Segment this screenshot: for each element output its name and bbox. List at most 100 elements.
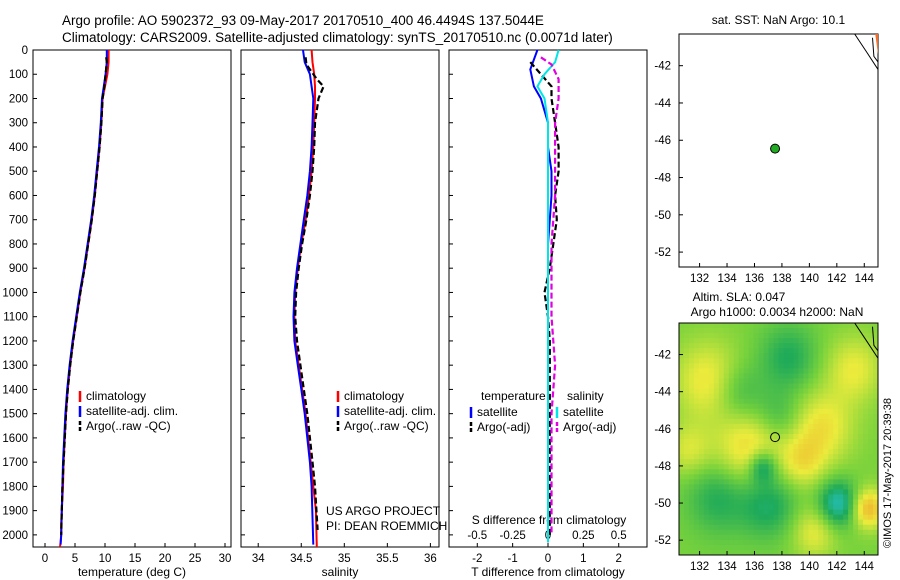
sla-cell	[803, 358, 809, 364]
sla-cell	[733, 459, 740, 465]
sla-cell	[813, 423, 819, 430]
sla-cell	[708, 539, 715, 546]
sla-cell	[813, 418, 819, 425]
sla-cell	[703, 323, 710, 329]
sla-cell	[703, 348, 710, 354]
sla-cell	[693, 343, 700, 349]
sla-cell	[763, 398, 770, 405]
sla-cell	[868, 353, 874, 359]
sla-cell	[833, 428, 839, 435]
sla-cell	[868, 549, 874, 555]
sla-cell	[828, 519, 834, 526]
sla-cell	[793, 444, 799, 450]
sla-cell	[723, 494, 730, 501]
sla-cell	[848, 363, 854, 369]
sla-cell	[858, 529, 864, 536]
sla-cell	[733, 484, 740, 491]
depth-tick-label: 1800	[2, 481, 28, 493]
sla-cell	[848, 333, 854, 339]
sla-cell	[738, 479, 745, 485]
sla-cell	[743, 449, 750, 455]
sla-cell	[773, 459, 780, 465]
sla-cell	[848, 353, 854, 359]
sla-cell	[868, 388, 874, 395]
sla-cell	[738, 423, 745, 430]
sla-cell	[708, 459, 715, 465]
sla-cell	[853, 494, 859, 501]
sla-cell	[768, 464, 775, 470]
sla-cell	[733, 544, 740, 551]
sla-cell	[813, 519, 819, 526]
sla-cell	[758, 373, 765, 380]
sla-cell	[748, 479, 755, 485]
sla-cell	[798, 534, 804, 541]
sla-cell	[808, 539, 814, 546]
sla-cell	[753, 509, 760, 516]
sla-cell	[833, 423, 839, 430]
sla-cell	[843, 489, 849, 496]
sla-cell	[788, 454, 795, 460]
sla-cell	[828, 428, 834, 435]
sla-cell	[733, 514, 740, 521]
sla-cell	[778, 418, 785, 425]
sla-cell	[693, 544, 700, 551]
sla-cell	[793, 489, 799, 496]
sla-cell	[718, 444, 725, 450]
sla-cell	[798, 549, 804, 555]
sla-cell	[753, 524, 760, 531]
sla-cell	[758, 393, 765, 400]
sla-cell	[853, 323, 859, 329]
sla-cell	[758, 509, 765, 516]
depth-tick-label: 200	[9, 93, 28, 105]
sla-cell	[708, 363, 715, 369]
sla-cell	[838, 454, 844, 460]
sla-cell	[858, 489, 864, 496]
sla-cell	[798, 378, 804, 385]
sla-cell	[773, 499, 780, 506]
sla-cell	[773, 484, 780, 491]
sla-cell	[843, 398, 849, 405]
sla-cell	[688, 449, 695, 455]
sla-cell	[828, 444, 834, 450]
temperature-legend-label: satellite-adj. clim.	[86, 404, 178, 418]
sla-cell	[698, 489, 705, 496]
sla-cell	[698, 504, 705, 511]
sla-cell	[768, 484, 775, 491]
sla-cell	[708, 509, 715, 516]
sla-cell	[718, 499, 725, 506]
sla-cell	[793, 423, 799, 430]
sla-cell	[758, 413, 765, 420]
sla-cell	[728, 433, 735, 440]
sla-cell	[688, 484, 695, 491]
sla-cell	[698, 323, 705, 329]
sla-cell	[873, 403, 878, 410]
sla-cell	[743, 509, 750, 516]
sla-cell	[728, 363, 735, 369]
sla-cell	[738, 343, 745, 349]
sla-cell	[798, 428, 804, 435]
sla-cell	[853, 333, 859, 339]
sla-cell	[828, 423, 834, 430]
sla-cell	[718, 494, 725, 501]
sla-cell	[679, 529, 685, 536]
sla-cell	[733, 454, 740, 460]
sla-cell	[868, 489, 874, 496]
sla-cell	[713, 504, 720, 511]
sla-cell	[698, 449, 705, 455]
sla-cell	[873, 428, 878, 435]
sla-cell	[693, 534, 700, 541]
sla-cell	[758, 403, 765, 410]
sst_map-xtick-label: 132	[690, 273, 709, 285]
sla-cell	[828, 413, 834, 420]
sla-cell	[683, 479, 690, 485]
sla-cell	[718, 363, 725, 369]
sla-cell	[698, 454, 705, 460]
sla-cell	[823, 534, 829, 541]
sla-cell	[748, 494, 755, 501]
sla-cell	[679, 454, 685, 460]
sla-cell	[858, 433, 864, 440]
sla-cell	[738, 393, 745, 400]
sla-cell	[788, 529, 795, 536]
sla-cell	[813, 459, 819, 465]
sla-cell	[718, 524, 725, 531]
